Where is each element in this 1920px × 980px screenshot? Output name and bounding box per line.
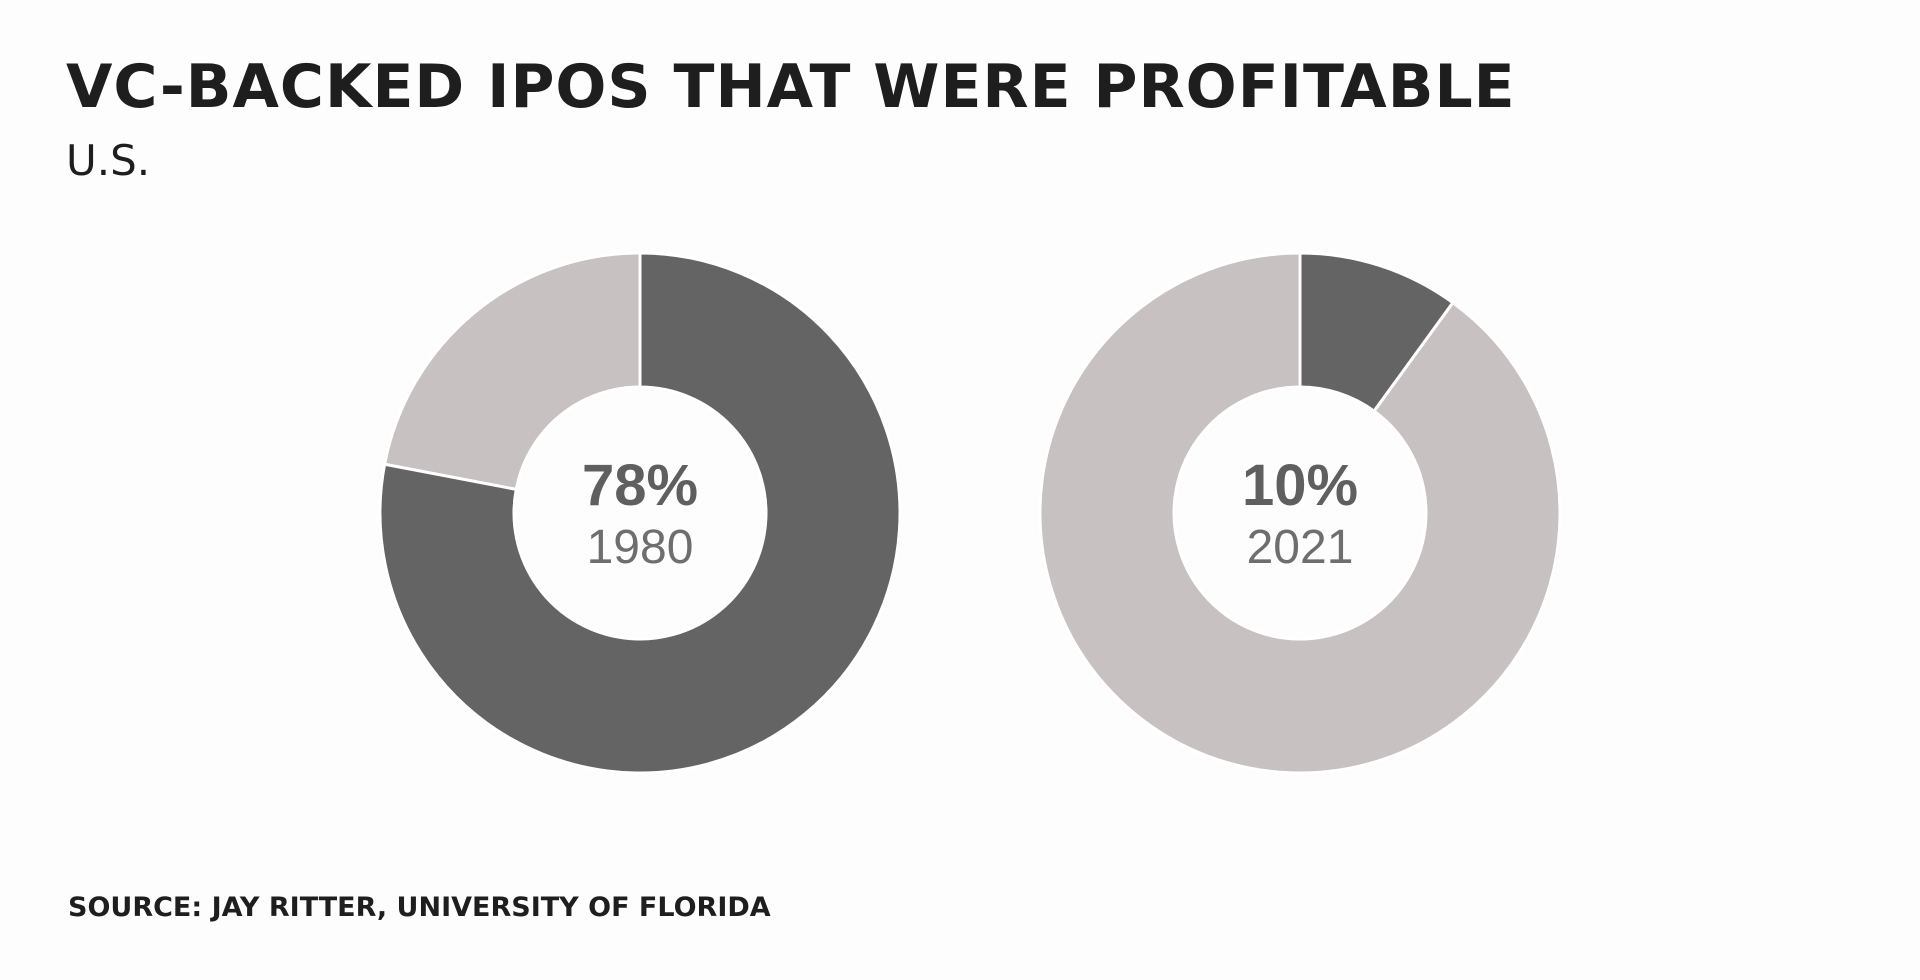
chart-subtitle: U.S. [66, 136, 151, 185]
center-value-label: 10% [1242, 453, 1358, 518]
center-year-label: 2021 [1247, 521, 1354, 574]
donut-chart-2021: 10%2021 [1038, 251, 1562, 775]
source-note: SOURCE: JAY RITTER, UNIVERSITY OF FLORID… [68, 892, 771, 923]
center-value-label: 78% [582, 453, 698, 518]
slice-not-profitable [1038, 251, 1562, 775]
chart-title: VC-BACKED IPOS THAT WERE PROFITABLE [66, 52, 1516, 122]
slice-not-profitable [382, 251, 642, 492]
slice-profitable [378, 251, 902, 775]
slice-profitable [1298, 251, 1455, 414]
donut-chart-1980: 78%1980 [378, 251, 902, 775]
center-year-label: 1980 [587, 521, 694, 574]
